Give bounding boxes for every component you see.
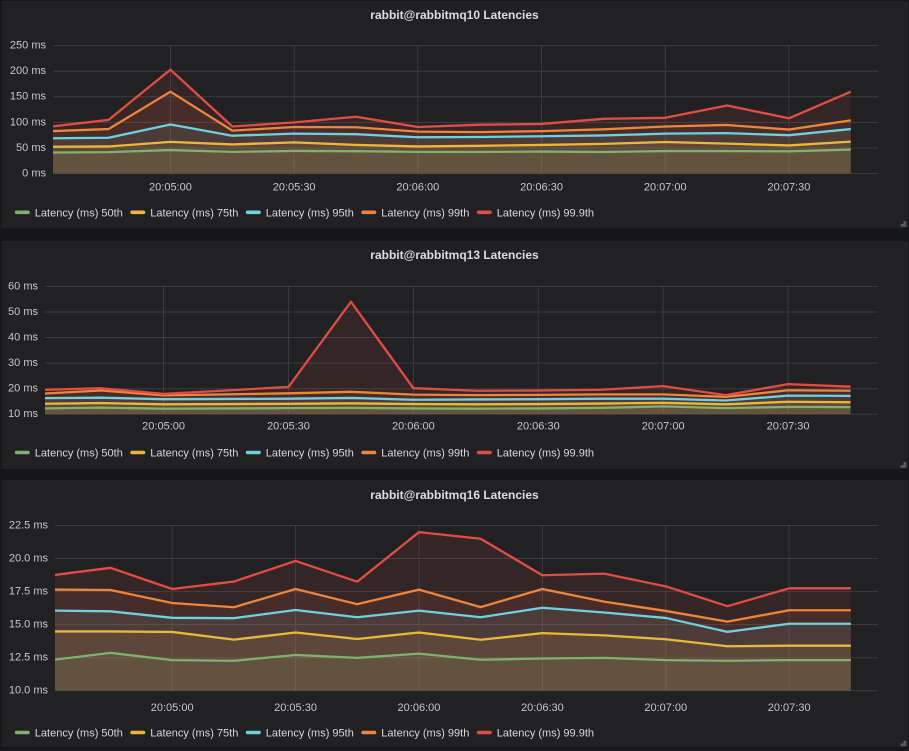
svg-text:22.5 ms: 22.5 ms [9,519,49,531]
svg-text:20:07:00: 20:07:00 [644,702,687,714]
svg-text:20 ms: 20 ms [8,383,38,395]
svg-text:20:06:00: 20:06:00 [398,702,441,714]
svg-text:20:07:00: 20:07:00 [644,182,687,194]
svg-text:20:06:30: 20:06:30 [517,420,560,432]
svg-text:100 ms: 100 ms [10,116,47,128]
svg-text:Latency (ms) 50th: Latency (ms) 50th [35,728,123,740]
svg-text:rabbit@rabbitmq13 Latencies: rabbit@rabbitmq13 Latencies [370,248,539,262]
svg-text:Latency (ms) 75th: Latency (ms) 75th [150,728,238,740]
svg-text:50 ms: 50 ms [8,306,38,318]
svg-text:20:07:30: 20:07:30 [768,182,811,194]
svg-text:20:05:30: 20:05:30 [273,182,316,194]
svg-text:20:07:00: 20:07:00 [642,420,685,432]
svg-text:rabbit@rabbitmq10 Latencies: rabbit@rabbitmq10 Latencies [370,8,539,22]
svg-text:20:05:00: 20:05:00 [151,702,194,714]
svg-text:10.0 ms: 10.0 ms [9,685,49,697]
svg-text:150 ms: 150 ms [10,91,47,103]
svg-text:Latency (ms) 95th: Latency (ms) 95th [266,207,354,219]
svg-text:20:06:30: 20:06:30 [521,702,564,714]
svg-text:20:07:30: 20:07:30 [767,420,810,432]
svg-text:20:06:00: 20:06:00 [392,420,435,432]
svg-text:50 ms: 50 ms [16,142,46,154]
svg-text:20:05:00: 20:05:00 [142,420,185,432]
svg-text:Latency (ms) 99.9th: Latency (ms) 99.9th [497,448,594,460]
svg-text:250 ms: 250 ms [10,40,47,52]
svg-text:20:06:30: 20:06:30 [520,182,563,194]
svg-text:12.5 ms: 12.5 ms [9,652,49,664]
svg-text:Latency (ms) 75th: Latency (ms) 75th [150,207,238,219]
svg-text:17.5 ms: 17.5 ms [9,586,49,598]
svg-text:20:06:00: 20:06:00 [396,182,439,194]
svg-text:Latency (ms) 50th: Latency (ms) 50th [35,207,123,219]
svg-text:Latency (ms) 50th: Latency (ms) 50th [35,448,123,460]
svg-text:20.0 ms: 20.0 ms [9,552,49,564]
svg-text:60 ms: 60 ms [8,280,38,292]
svg-text:20:07:30: 20:07:30 [768,702,811,714]
svg-text:20:05:30: 20:05:30 [267,420,310,432]
svg-text:20:05:30: 20:05:30 [274,702,317,714]
svg-text:Latency (ms) 99th: Latency (ms) 99th [381,728,469,740]
svg-text:Latency (ms) 95th: Latency (ms) 95th [266,448,354,460]
svg-text:10 ms: 10 ms [8,408,38,420]
svg-text:Latency (ms) 99th: Latency (ms) 99th [381,207,469,219]
svg-text:Latency (ms) 95th: Latency (ms) 95th [266,728,354,740]
svg-text:Latency (ms) 99.9th: Latency (ms) 99.9th [497,207,594,219]
svg-text:Latency (ms) 99th: Latency (ms) 99th [381,448,469,460]
svg-text:0 ms: 0 ms [22,168,46,180]
svg-text:15.0 ms: 15.0 ms [9,619,49,631]
svg-text:40 ms: 40 ms [8,331,38,343]
svg-text:Latency (ms) 99.9th: Latency (ms) 99.9th [497,728,594,740]
svg-text:30 ms: 30 ms [8,357,38,369]
svg-text:rabbit@rabbitmq16 Latencies: rabbit@rabbitmq16 Latencies [370,488,539,502]
svg-text:Latency (ms) 75th: Latency (ms) 75th [150,448,238,460]
svg-text:200 ms: 200 ms [10,65,47,77]
svg-text:20:05:00: 20:05:00 [149,182,192,194]
